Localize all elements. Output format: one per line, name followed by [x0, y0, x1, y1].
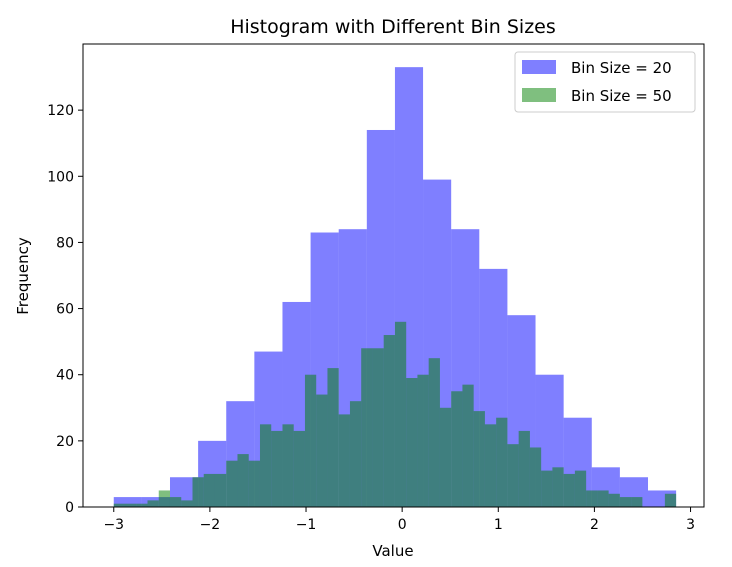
- x-tick-label: 3: [686, 517, 695, 533]
- histogram-bar: [484, 424, 497, 507]
- x-axis-label: Value: [372, 542, 413, 560]
- histogram-bar: [226, 460, 238, 507]
- histogram-bar: [113, 497, 142, 507]
- histogram-bar: [203, 473, 215, 507]
- histogram-bar: [518, 430, 530, 507]
- y-tick-label: 100: [47, 169, 74, 185]
- legend-label-bin-50: Bin Size = 50: [571, 87, 672, 105]
- histogram-bar: [473, 411, 485, 507]
- x-tick-label: 0: [398, 517, 407, 533]
- histogram-bar: [597, 490, 609, 507]
- y-tick-label: 60: [56, 302, 74, 318]
- histogram-bar: [496, 417, 508, 507]
- x-tick-label: 2: [590, 517, 599, 533]
- histogram-bar: [552, 467, 564, 507]
- histogram-bar: [574, 470, 587, 507]
- x-tick-label: −2: [200, 517, 221, 533]
- histogram-bar: [338, 414, 350, 507]
- histogram-bar: [631, 497, 643, 507]
- x-axis-ticks: −3 −2 −1 0 1 2 3: [103, 507, 695, 533]
- histogram-bar: [361, 348, 373, 507]
- histogram-bar: [136, 503, 148, 507]
- histogram-bar: [541, 470, 553, 507]
- histogram-bar: [181, 500, 193, 507]
- histogram-bar: [158, 490, 170, 507]
- chart-title: Histogram with Different Bin Sizes: [230, 16, 556, 38]
- histogram-bar: [327, 368, 339, 507]
- y-tick-label: 80: [56, 235, 74, 251]
- histogram-bar: [271, 430, 283, 507]
- legend-swatch-bin-20: [522, 60, 556, 74]
- histogram-bar: [125, 503, 137, 507]
- histogram-bar: [214, 473, 227, 507]
- legend-label-bin-20: Bin Size = 20: [571, 59, 672, 77]
- x-tick-label: −1: [296, 517, 317, 533]
- histogram-bar: [608, 493, 620, 507]
- plot-frame: [82, 43, 705, 508]
- histogram-bar: [619, 497, 632, 507]
- y-axis-ticks: 0 20 40 60 80 100 120: [47, 103, 83, 516]
- legend-swatch-bin-50: [522, 88, 556, 102]
- y-tick-label: 20: [56, 434, 74, 450]
- legend-box: [514, 51, 696, 113]
- histogram-bar: [664, 493, 677, 507]
- histogram-bar: [259, 424, 272, 507]
- histogram-bar: [507, 444, 519, 507]
- histogram-bar: [113, 503, 126, 507]
- bars-layer: [113, 67, 677, 508]
- y-axis-label: Frequency: [14, 237, 32, 315]
- histogram-bar: [529, 447, 542, 507]
- histogram-bar: [169, 497, 182, 507]
- histogram-bar: [237, 454, 249, 507]
- histogram-bar: [316, 394, 328, 507]
- histogram-bar: [451, 391, 463, 507]
- histogram-bar: [293, 430, 305, 507]
- histogram-bar: [383, 335, 395, 507]
- y-tick-label: 0: [65, 500, 74, 516]
- histogram-bar: [563, 473, 575, 507]
- legend: Bin Size = 20 Bin Size = 50: [514, 51, 696, 113]
- histogram-bar: [439, 407, 452, 507]
- histogram-bar: [304, 374, 317, 507]
- y-tick-label: 120: [47, 103, 74, 119]
- y-tick-label: 40: [56, 368, 74, 384]
- histogram-bar: [147, 500, 159, 507]
- histogram-bar: [428, 358, 440, 507]
- histogram-bar: [394, 321, 407, 507]
- histogram-bar: [349, 401, 362, 507]
- series-bin-50: [113, 321, 677, 507]
- histogram-bar: [282, 424, 294, 507]
- histogram-bar: [462, 384, 474, 507]
- x-tick-label: 1: [494, 517, 503, 533]
- histogram-bar: [586, 490, 598, 507]
- histogram-bar: [372, 348, 384, 507]
- histogram-bar: [192, 477, 204, 507]
- histogram-bar: [417, 374, 429, 507]
- histogram-bar: [248, 460, 260, 507]
- x-tick-label: −3: [103, 517, 124, 533]
- histogram-bar: [406, 378, 418, 507]
